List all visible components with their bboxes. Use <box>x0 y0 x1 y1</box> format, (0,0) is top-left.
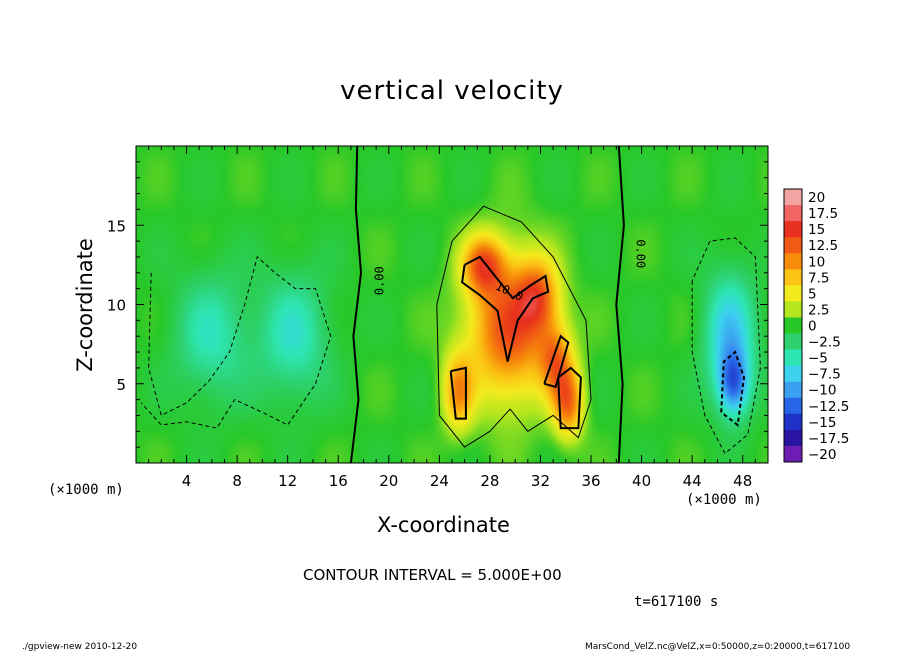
contour-neg10-right <box>720 350 746 427</box>
colorbar-label: 15 <box>808 222 825 238</box>
colorbar-swatch <box>784 221 802 238</box>
colorbar-swatch <box>784 413 802 431</box>
contour-label: 0.00 <box>634 239 648 268</box>
zero-contour-right <box>615 145 625 464</box>
colorbar-frame <box>783 188 803 463</box>
colorbar-swatch <box>784 381 802 399</box>
colorbar-swatch <box>784 365 802 383</box>
footer-left-text: ./gpview-new 2010-12-20 <box>22 642 138 652</box>
footer-right-text: MarsCond_VelZ.nc@VelZ,x=0:50000,z=0:2000… <box>585 642 851 652</box>
colorbar-swatch <box>784 253 802 270</box>
x-tick-label: 32 <box>531 472 550 490</box>
x-tick-label: 4 <box>182 472 192 490</box>
colorbar-label: −5 <box>808 351 828 367</box>
y-tick-label: 15 <box>107 217 126 235</box>
colorbar-swatch <box>784 285 802 302</box>
contour-10-right-cell <box>557 366 582 430</box>
colorbar-swatch <box>784 189 802 206</box>
contour-neg5-left <box>140 255 332 429</box>
colorbar-label: 10 <box>808 254 825 270</box>
colorbar-swatch <box>784 301 802 318</box>
colorbar-label: −15 <box>808 415 837 431</box>
x-tick-label: 8 <box>232 472 242 490</box>
contour-10-heart <box>461 255 550 362</box>
x-tick-label: 24 <box>430 472 449 490</box>
colorbar-swatch <box>784 333 802 351</box>
colorbar-swatch <box>784 205 802 222</box>
colorbar-label: −20 <box>808 447 837 463</box>
colorbar-swatch <box>784 237 802 254</box>
x-tick-label: 12 <box>278 472 297 490</box>
colorbar: 2017.51512.5107.552.50−2.5−5−7.5−10−12.5… <box>783 188 849 463</box>
contour-10-mid-cell <box>543 334 570 389</box>
y-axis: 5 10 15 <box>107 161 768 448</box>
colorbar-label: 12.5 <box>808 238 838 254</box>
zero-contour-left <box>349 145 363 464</box>
contour-label: 0.00 <box>373 266 387 295</box>
colorbar-swatch <box>784 269 802 286</box>
time-note: t=617100 s <box>634 594 719 610</box>
x-tick-label: 44 <box>683 472 702 490</box>
x-tick-label: 16 <box>329 472 348 490</box>
colorbar-label: 17.5 <box>808 206 838 222</box>
colorbar-swatch <box>784 349 802 367</box>
field-raster <box>136 146 768 463</box>
x-tick-label: 28 <box>480 472 499 490</box>
colorbar-label: −7.5 <box>808 367 841 383</box>
colorbar-label: −10 <box>808 383 837 399</box>
x-axis: 4 8 12 16 20 24 28 32 36 40 44 48 <box>148 146 756 490</box>
x-axis-label: X-coordinate <box>377 513 510 537</box>
y-tick-label: 10 <box>107 297 126 315</box>
chart-title: vertical velocity <box>340 76 564 106</box>
contour-neg5-right <box>691 237 761 455</box>
colorbar-label: 5 <box>808 286 817 302</box>
contour-interval-note: CONTOUR INTERVAL = 5.000E+00 <box>303 566 562 584</box>
colorbar-swatch <box>784 445 802 463</box>
x-unit-label-left: (×1000 m) <box>48 482 124 498</box>
colorbar-label: 2.5 <box>808 302 829 318</box>
colorbar-label: −12.5 <box>808 399 849 415</box>
colorbar-swatch <box>784 397 802 415</box>
contour-10-left-cell <box>449 366 467 420</box>
colorbar-label: 0 <box>808 319 817 335</box>
colorbar-swatch <box>784 429 802 447</box>
contour-5-outline <box>436 205 592 448</box>
x-tick-label: 20 <box>379 472 398 490</box>
colorbar-label: −17.5 <box>808 431 849 447</box>
y-axis-label: Z-coordinate <box>73 238 97 372</box>
colorbar-swatch <box>784 317 802 335</box>
x-tick-label: 36 <box>581 472 600 490</box>
x-tick-label: 40 <box>632 472 651 490</box>
colorbar-label: 20 <box>808 190 825 206</box>
colorbar-label: 7.5 <box>808 270 829 286</box>
x-tick-label: 48 <box>733 472 752 490</box>
y-tick-label: 5 <box>116 376 126 394</box>
colorbar-label: −2.5 <box>808 335 841 351</box>
x-unit-label-right: (×1000 m) <box>686 492 762 508</box>
contour-lines <box>140 145 761 464</box>
